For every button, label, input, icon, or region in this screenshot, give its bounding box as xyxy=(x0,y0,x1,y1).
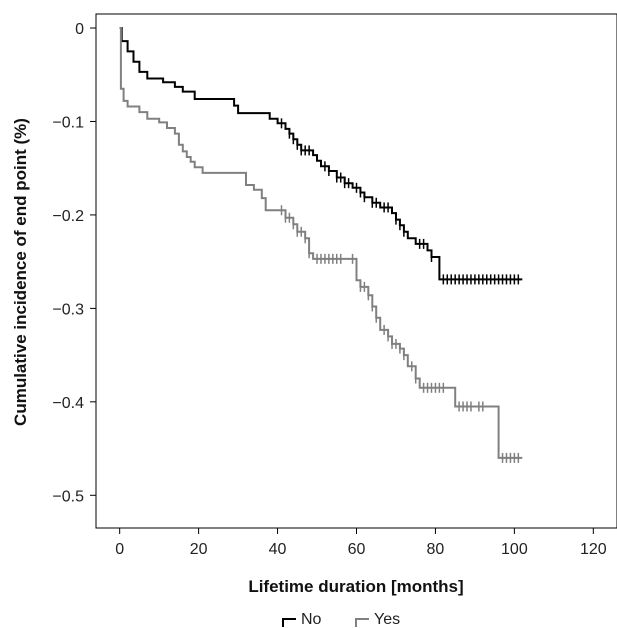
y-tick-label: −0.4 xyxy=(52,395,84,412)
x-tick-label: 100 xyxy=(501,541,528,558)
x-tick-label: 40 xyxy=(269,541,287,558)
y-tick-label: 0 xyxy=(75,21,84,38)
series-layer xyxy=(119,27,523,463)
series-line-yes xyxy=(119,27,523,459)
x-tick-label: 60 xyxy=(348,541,366,558)
x-tick-label: 0 xyxy=(115,541,124,558)
legend: No Yes xyxy=(282,611,400,628)
y-axis: 0 −0.1 −0.2 −0.3 −0.4 −0.5 xyxy=(52,21,96,505)
legend-label-no: No xyxy=(301,611,322,628)
series-line-no xyxy=(119,27,523,281)
x-tick-label: 80 xyxy=(427,541,445,558)
y-tick-label: −0.1 xyxy=(52,114,84,131)
legend-swatch-no xyxy=(282,618,296,627)
legend-label-yes: Yes xyxy=(374,611,400,628)
y-tick-label: −0.5 xyxy=(52,488,84,505)
y-tick-label: −0.3 xyxy=(52,301,84,318)
x-axis-title: Lifetime duration [months] xyxy=(248,577,463,596)
x-tick-label: 120 xyxy=(580,541,607,558)
y-axis-title: Cumulative incidence of end point (%) xyxy=(11,118,30,426)
legend-swatch-yes xyxy=(355,618,369,627)
y-tick-label: −0.2 xyxy=(52,208,84,225)
x-tick-label: 20 xyxy=(190,541,208,558)
x-axis: 0 20 40 60 80 100 120 xyxy=(115,528,607,558)
